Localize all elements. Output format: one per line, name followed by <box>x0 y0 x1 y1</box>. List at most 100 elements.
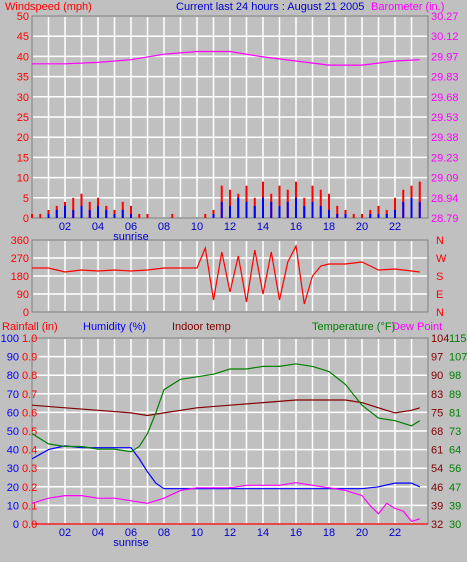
temperature-tick-label: 46 <box>431 482 443 494</box>
rainfall-tick-label: 0.3 <box>22 463 37 475</box>
wind-direction-line <box>32 244 420 305</box>
humidity-tick-label: 70 <box>7 389 19 401</box>
rainfall-tick-label: 0.9 <box>22 352 37 364</box>
dew-point-line <box>31 482 420 523</box>
x-tick-label: 20 <box>356 221 368 233</box>
rainfall-tick-label: 0.0 <box>22 519 37 531</box>
temperature-tick-label-2: 47 <box>449 482 461 494</box>
sunrise-label: sunrise <box>113 537 148 549</box>
compass-tick-label: N <box>436 307 444 319</box>
barometer-tick-label: 29.83 <box>431 72 459 84</box>
x-tick-label: 04 <box>92 221 104 233</box>
barometer-tick-label: 29.09 <box>431 173 459 185</box>
barometer-axis-title: Barometer (in.) <box>371 1 444 13</box>
x-tick-label: 06 <box>125 527 137 539</box>
humidity-tick-label: 50 <box>7 426 19 438</box>
rainfall-tick-label: 0.5 <box>22 426 37 438</box>
x-tick-label: 14 <box>257 221 269 233</box>
rainfall-tick-label: 0.7 <box>22 389 37 401</box>
x-tick-label: 20 <box>356 527 368 539</box>
temperature-tick-label-2: 30 <box>449 519 461 531</box>
x-tick-label: 08 <box>158 527 170 539</box>
x-tick-label: 16 <box>290 221 302 233</box>
sunrise-label: sunrise <box>113 231 148 243</box>
temperature-legend: Temperature (°F) <box>312 321 395 333</box>
humidity-tick-label: 100 <box>1 333 19 345</box>
barometer-tick-label: 29.97 <box>431 51 459 63</box>
temperature-tick-label: 75 <box>431 407 443 419</box>
windspeed-tick-label: 45 <box>17 31 29 43</box>
temperature-tick-label-2: 39 <box>449 500 461 512</box>
temperature-tick-label: 90 <box>431 370 443 382</box>
x-tick-label: 06 <box>125 221 137 233</box>
x-tick-label: 12 <box>224 221 236 233</box>
temperature-tick-label-2: 64 <box>449 445 461 457</box>
humidity-tick-label: 90 <box>7 352 19 364</box>
compass-tick-label: W <box>436 253 447 265</box>
x-tick-label: 02 <box>59 527 71 539</box>
windspeed-tick-label: 40 <box>17 51 29 63</box>
x-tick-label: 18 <box>323 221 335 233</box>
dew-point-legend: Dew Point <box>392 321 442 333</box>
windspeed-tick-label: 35 <box>17 72 29 84</box>
temperature-tick-label: 97 <box>431 352 443 364</box>
x-tick-label: 02 <box>59 221 71 233</box>
humidity-tick-label: 0 <box>13 519 19 531</box>
barometer-tick-label: 29.38 <box>431 132 459 144</box>
windspeed-tick-label: 30 <box>17 92 29 104</box>
barometer-tick-label: 29.23 <box>431 152 459 164</box>
barometer-tick-label: 29.53 <box>431 112 459 124</box>
barometer-tick-label: 29.68 <box>431 92 459 104</box>
humidity-tick-label: 40 <box>7 445 19 457</box>
humidity-tick-label: 30 <box>7 463 19 475</box>
temperature-tick-label-2: 56 <box>449 463 461 475</box>
humidity-tick-label: 20 <box>7 482 19 494</box>
windspeed-tick-label: 5 <box>23 193 29 205</box>
rainfall-tick-label: 0.6 <box>22 407 37 419</box>
temperature-tick-label: 32 <box>431 519 443 531</box>
temperature-line <box>31 363 421 453</box>
barometer-tick-label: 30.12 <box>431 31 459 43</box>
windspeed-tick-label: 25 <box>17 112 29 124</box>
direction-tick-label: 270 <box>11 253 29 265</box>
x-tick-label: 22 <box>389 527 401 539</box>
compass-tick-label: E <box>436 289 443 301</box>
temperature-tick-label-2: 115 <box>449 333 467 345</box>
windspeed-axis-title: Windspeed (mph) <box>5 1 92 13</box>
barometer-tick-label: 28.94 <box>431 193 459 205</box>
barometer-tick-label: 28.79 <box>431 213 459 225</box>
humidity-tick-label: 10 <box>7 500 19 512</box>
temperature-tick-label: 54 <box>431 463 443 475</box>
temperature-tick-label-2: 73 <box>449 426 461 438</box>
direction-tick-label: 0 <box>23 307 29 319</box>
x-tick-label: 14 <box>257 527 269 539</box>
direction-tick-label: 90 <box>17 289 29 301</box>
humidity-axis-title: Humidity (%) <box>83 321 146 333</box>
x-tick-label: 04 <box>92 527 104 539</box>
x-tick-label: 10 <box>191 221 203 233</box>
humidity-tick-label: 80 <box>7 370 19 382</box>
temperature-tick-label-2: 107 <box>449 352 467 364</box>
temperature-tick-label: 61 <box>431 445 443 457</box>
direction-tick-label: 360 <box>11 235 29 247</box>
temperature-tick-label-2: 98 <box>449 370 461 382</box>
windspeed-tick-label: 0 <box>23 213 29 225</box>
data-series <box>31 50 428 525</box>
indoor-temp-line <box>31 399 420 417</box>
rainfall-tick-label: 0.8 <box>22 370 37 382</box>
compass-tick-label: N <box>436 235 444 247</box>
rainfall-tick-label: 0.4 <box>22 445 37 457</box>
chart-title: Current last 24 hours : August 21 2005 <box>176 1 364 13</box>
compass-tick-label: S <box>436 271 443 283</box>
temperature-tick-label: 83 <box>431 389 443 401</box>
x-tick-label: 18 <box>323 527 335 539</box>
x-tick-label: 16 <box>290 527 302 539</box>
x-tick-label: 22 <box>389 221 401 233</box>
barometer-tick-label: 30.27 <box>431 11 459 23</box>
humidity-tick-label: 60 <box>7 407 19 419</box>
windspeed-tick-label: 50 <box>17 11 29 23</box>
rainfall-tick-label: 1.0 <box>22 333 37 345</box>
temperature-tick-label: 68 <box>431 426 443 438</box>
